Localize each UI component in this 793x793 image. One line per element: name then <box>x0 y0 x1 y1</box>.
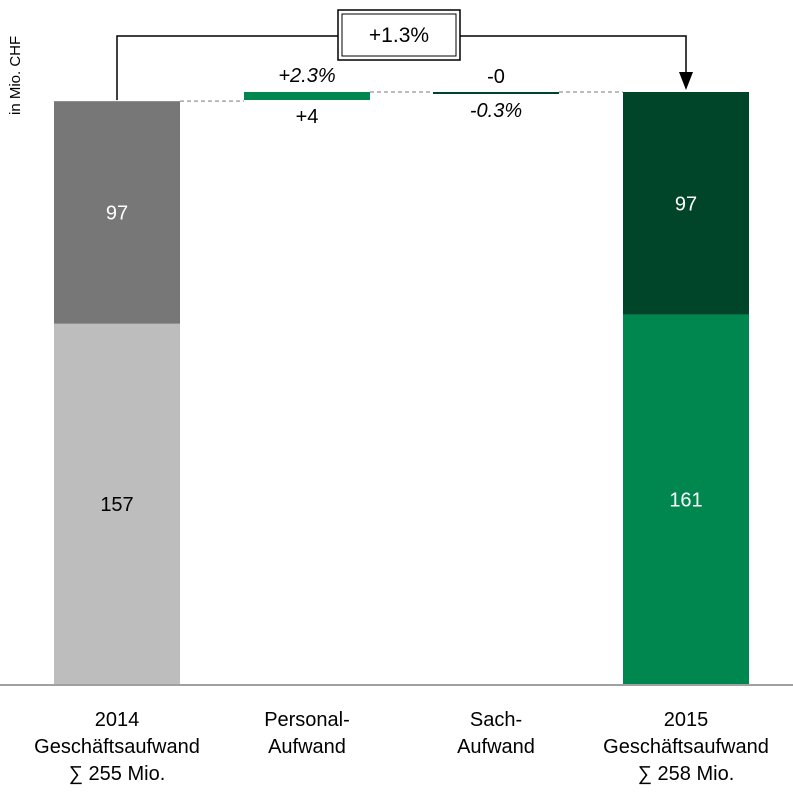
category-label-3-2: ∑ 258 Mio. <box>638 763 735 785</box>
category-label-0-2: ∑ 255 Mio. <box>69 763 166 785</box>
unit-label: in Mio. CHF <box>7 36 24 115</box>
callout-line-left <box>116 35 338 101</box>
data-label-3-1: 97 <box>675 193 697 215</box>
delta-bar-2 <box>433 92 559 94</box>
callout-box-inner <box>341 13 457 57</box>
bar-segment-3-0 <box>623 314 749 684</box>
delta-bar-1 <box>244 92 370 100</box>
category-label-1-0: Personal- <box>264 709 350 731</box>
bar-segment-0-0 <box>54 323 180 684</box>
change-callout-label: +1.3% <box>369 24 429 47</box>
category-label-0-1: Geschäftsaufwand <box>34 736 200 758</box>
data-label-0-1: 97 <box>106 202 128 224</box>
callout-box <box>337 9 461 61</box>
chart-marks: 157 97 +2.3% +4 -0 -0.3% 161 97 2014 Geschäftsauf… <box>0 9 793 785</box>
bar-segment-0-1 <box>54 101 180 324</box>
data-label-0-0: 157 <box>100 494 133 516</box>
category-label-3-0: 2015 <box>664 709 709 731</box>
pct-label-1: +2.3% <box>278 65 335 87</box>
category-label-1-1: Aufwand <box>268 736 346 758</box>
category-label-0-0: 2014 <box>95 709 140 731</box>
data-label-3-0: 161 <box>669 489 702 511</box>
category-label-3-1: Geschäftsaufwand <box>603 736 769 758</box>
pct-label-2: -0.3% <box>470 100 522 122</box>
callout-arrowhead <box>679 72 693 90</box>
category-label-2-1: Aufwand <box>457 736 535 758</box>
value-label-2: -0 <box>487 66 505 88</box>
callout-line-right <box>460 35 687 80</box>
value-label-1: +4 <box>296 106 319 128</box>
bar-segment-3-1 <box>623 92 749 315</box>
category-label-2-0: Sach- <box>470 709 522 731</box>
